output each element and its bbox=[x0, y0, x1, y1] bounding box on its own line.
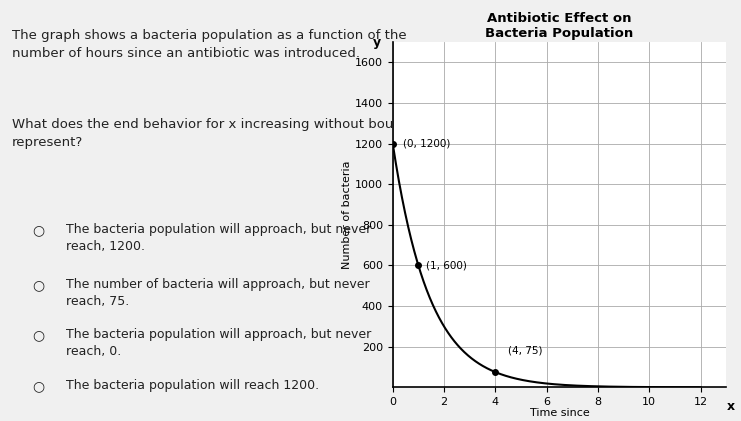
Text: ○: ○ bbox=[33, 278, 44, 292]
X-axis label: Time since
antibiotic introduction (h): Time since antibiotic introduction (h) bbox=[488, 408, 631, 421]
Text: What does the end behavior for x increasing without bound
represent?: What does the end behavior for x increas… bbox=[12, 118, 410, 149]
Text: (4, 75): (4, 75) bbox=[508, 346, 542, 356]
Text: The bacteria population will reach 1200.: The bacteria population will reach 1200. bbox=[65, 379, 319, 392]
Text: The graph shows a bacteria population as a function of the
number of hours since: The graph shows a bacteria population as… bbox=[12, 29, 406, 61]
Text: (0, 1200): (0, 1200) bbox=[403, 139, 451, 149]
Y-axis label: Number of bacteria: Number of bacteria bbox=[342, 160, 352, 269]
Text: ○: ○ bbox=[33, 223, 44, 237]
Text: The bacteria population will approach, but never
reach, 1200.: The bacteria population will approach, b… bbox=[65, 223, 370, 253]
Text: (1, 600): (1, 600) bbox=[426, 261, 467, 270]
Text: The number of bacteria will approach, but never
reach, 75.: The number of bacteria will approach, bu… bbox=[65, 278, 369, 308]
Text: x: x bbox=[727, 400, 735, 413]
Text: ○: ○ bbox=[33, 328, 44, 342]
Text: The bacteria population will approach, but never
reach, 0.: The bacteria population will approach, b… bbox=[65, 328, 370, 358]
Text: ○: ○ bbox=[33, 379, 44, 393]
Title: Antibiotic Effect on
Bacteria Population: Antibiotic Effect on Bacteria Population bbox=[485, 11, 634, 40]
Text: y: y bbox=[373, 36, 382, 48]
